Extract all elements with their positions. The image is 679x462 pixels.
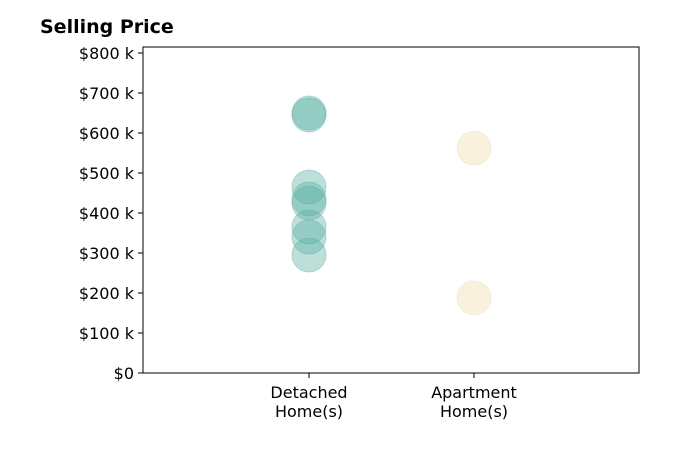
- y-axis: $0 $100 k $200 k $300 k $400 k $500 k $600 k $7…: [79, 44, 143, 383]
- y-tick-label: $200 k: [79, 284, 135, 303]
- data-point: [291, 237, 327, 273]
- data-points: [291, 95, 492, 316]
- plot-frame: [142, 46, 640, 374]
- y-tick-label: $100 k: [79, 324, 135, 343]
- data-point: [291, 169, 327, 205]
- data-point: [291, 97, 327, 133]
- data-point: [291, 209, 327, 245]
- y-tick-label: $800 k: [79, 44, 135, 63]
- chart-title: Selling Price: [40, 16, 174, 38]
- data-point: [456, 130, 492, 166]
- y-tick-label: $500 k: [79, 164, 135, 183]
- y-tick-label: $600 k: [79, 124, 135, 143]
- data-point: [291, 219, 327, 255]
- data-point: [291, 95, 327, 131]
- y-tick-label: $0: [114, 364, 134, 383]
- data-point: [291, 181, 327, 217]
- x-axis: Detached Home(s) Apartment Home(s): [270, 373, 517, 421]
- data-point: [291, 185, 327, 221]
- y-tick-label: $300 k: [79, 244, 135, 263]
- x-tick-label: Apartment Home(s): [431, 383, 517, 421]
- x-tick-label: Detached Home(s): [270, 383, 347, 421]
- data-point: [456, 280, 492, 316]
- y-tick-label: $400 k: [79, 204, 135, 223]
- y-tick-label: $700 k: [79, 84, 135, 103]
